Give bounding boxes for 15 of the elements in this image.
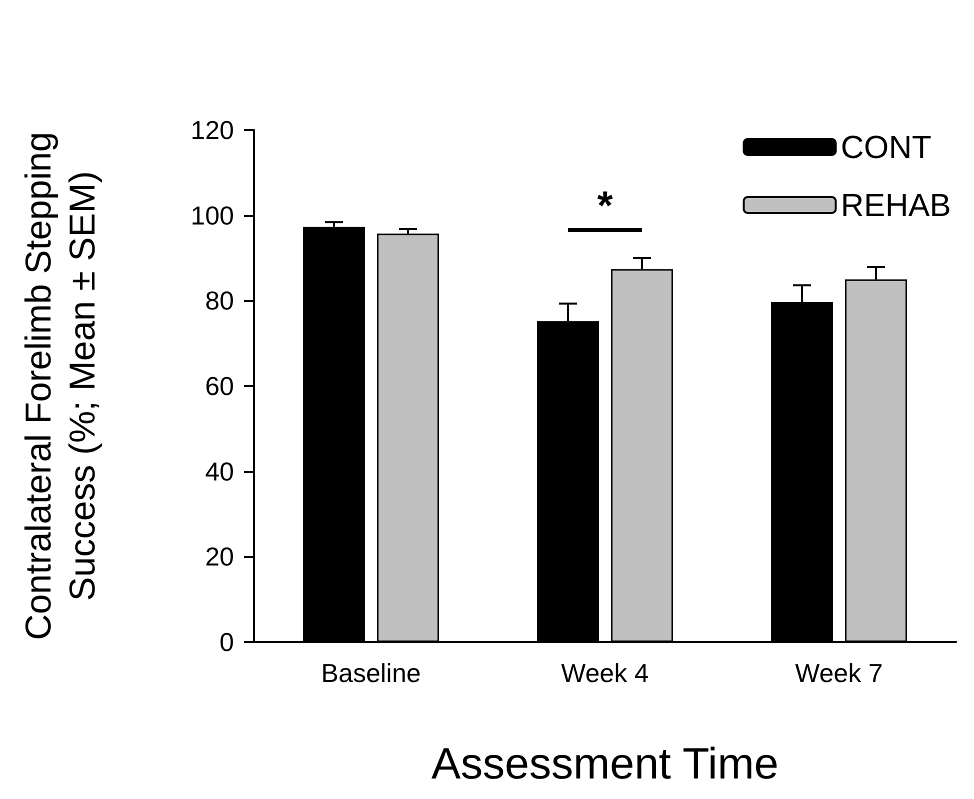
x-tick-label: Week 7 bbox=[795, 658, 883, 688]
x-tick-label: Baseline bbox=[321, 658, 421, 688]
y-tick-label: 80 bbox=[205, 286, 234, 316]
x-tick-label: Week 4 bbox=[561, 658, 649, 688]
y-tick-label: 100 bbox=[190, 200, 234, 230]
annotation: * bbox=[597, 184, 614, 228]
y-tick-label: 0 bbox=[220, 627, 234, 657]
legend-label: REHAB bbox=[840, 187, 951, 223]
y-tick-label: 40 bbox=[205, 456, 234, 486]
y-tick-label: 120 bbox=[190, 115, 234, 145]
legend-label: CONT bbox=[840, 129, 932, 165]
y-tick-label: 60 bbox=[205, 371, 234, 401]
x-axis-title: Assessment Time bbox=[431, 740, 779, 788]
y-tick-label: 20 bbox=[205, 542, 234, 572]
y-axis-title: Contralateral Forelimb Stepping Success (%; Mean ± SEM) bbox=[18, 132, 102, 640]
